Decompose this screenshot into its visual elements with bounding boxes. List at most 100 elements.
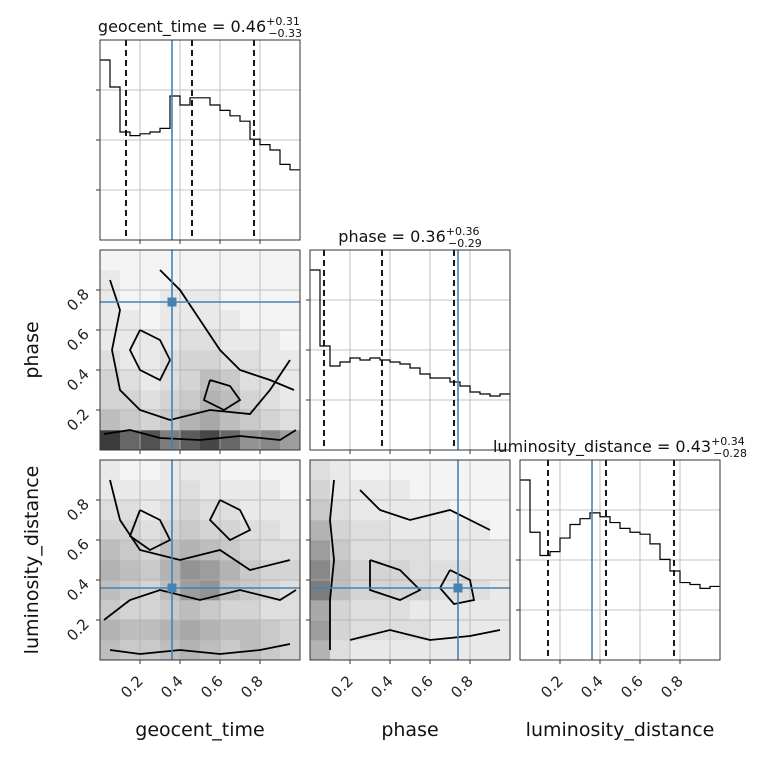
density-cell <box>200 500 221 521</box>
density-cell <box>410 620 431 641</box>
density-cell <box>410 460 431 481</box>
density-cell <box>280 270 301 291</box>
density-cell <box>260 350 281 371</box>
density-cell <box>120 640 141 661</box>
density-cell <box>410 540 431 561</box>
density-cell <box>220 640 241 661</box>
x-tick-label: 0.6 <box>617 672 647 702</box>
density-cell <box>180 500 201 521</box>
density-cell <box>240 540 261 561</box>
density-cell <box>430 600 451 621</box>
density-cell <box>490 600 511 621</box>
density-cell <box>470 460 491 481</box>
density-cell <box>390 580 411 601</box>
contour-line <box>128 329 172 382</box>
density-cell <box>260 290 281 311</box>
density-cell <box>220 460 241 481</box>
density-cell <box>100 350 121 371</box>
density-cell <box>140 500 161 521</box>
x-tick-label: 0.4 <box>367 672 397 702</box>
density-cell <box>180 370 201 391</box>
density-cell <box>240 620 261 641</box>
density-cell <box>240 290 261 311</box>
density-cell <box>310 540 331 561</box>
density-cell <box>100 330 121 351</box>
density-cell <box>260 480 281 501</box>
density-cell <box>240 330 261 351</box>
density-cell <box>200 290 221 311</box>
density-cell <box>490 480 511 501</box>
marginal-panel-geocent_time: geocent_time = 0.46+0.31 −0.33 <box>96 15 302 244</box>
density-cell <box>280 640 301 661</box>
density-cell <box>200 640 221 661</box>
density-cell <box>430 500 451 521</box>
density-cell <box>120 290 141 311</box>
density-cell <box>410 480 431 501</box>
density-cell <box>220 580 241 601</box>
x-axis-label-luminosity_distance: luminosity_distance <box>526 719 715 741</box>
density-cell <box>280 500 301 521</box>
density-cell <box>160 520 181 541</box>
marginal-title-phase: phase = 0.36+0.36 −0.29 <box>338 225 481 250</box>
density-cell <box>200 480 221 501</box>
density-cell <box>100 310 121 331</box>
density-cell <box>390 460 411 481</box>
density-cell <box>330 480 351 501</box>
density-cell <box>330 460 351 481</box>
contour-line <box>202 379 242 412</box>
density-cell <box>280 540 301 561</box>
density-cell <box>160 250 181 271</box>
density-cell <box>160 310 181 331</box>
density-cell <box>140 290 161 311</box>
x-axis-label-phase: phase <box>381 719 438 741</box>
density-cell <box>100 600 121 621</box>
density-cell <box>180 520 201 541</box>
density-cell <box>100 560 121 581</box>
density-cell <box>490 540 511 561</box>
density-cell <box>200 460 221 481</box>
density-cell <box>120 310 141 331</box>
density-cell <box>350 640 371 661</box>
density-cell <box>280 370 301 391</box>
density-cell <box>470 580 491 601</box>
density-cell <box>430 620 451 641</box>
density-cell <box>240 390 261 411</box>
contour-line <box>159 269 295 391</box>
title-text: phase = 0.36 <box>338 227 445 246</box>
density-cell <box>200 520 221 541</box>
density-cell <box>180 600 201 621</box>
density-cell <box>350 520 371 541</box>
marginal-title-geocent_time: geocent_time = 0.46+0.31 −0.33 <box>98 15 302 40</box>
density-cell <box>310 600 331 621</box>
density-cell <box>430 640 451 661</box>
density-cell <box>220 390 241 411</box>
density-cell <box>240 350 261 371</box>
density-cell <box>200 250 221 271</box>
density-cell <box>220 330 241 351</box>
density-cell <box>280 330 301 351</box>
density-cell <box>200 540 221 561</box>
density-cell <box>220 560 241 581</box>
density-cell <box>350 580 371 601</box>
x-tick-label: 0.8 <box>657 672 687 702</box>
density-cell <box>120 580 141 601</box>
density-cell <box>350 600 371 621</box>
density-cell <box>200 330 221 351</box>
contour-line <box>208 499 252 542</box>
marginal-panel-luminosity_distance: luminosity_distance = 0.43+0.34 −0.28 <box>493 435 747 664</box>
density-cell <box>160 540 181 561</box>
density-cell <box>180 480 201 501</box>
contour-line <box>109 279 291 421</box>
density-cell <box>450 600 471 621</box>
density-cell <box>160 500 181 521</box>
density-cell <box>330 580 351 601</box>
density-cell <box>260 520 281 541</box>
density-cell <box>160 560 181 581</box>
density-cell <box>390 640 411 661</box>
density-cell <box>470 500 491 521</box>
density-cell <box>310 480 331 501</box>
y-tick-label: 0.6 <box>63 535 93 565</box>
density-cell <box>490 560 511 581</box>
density-cell <box>370 480 391 501</box>
density-cell <box>180 330 201 351</box>
